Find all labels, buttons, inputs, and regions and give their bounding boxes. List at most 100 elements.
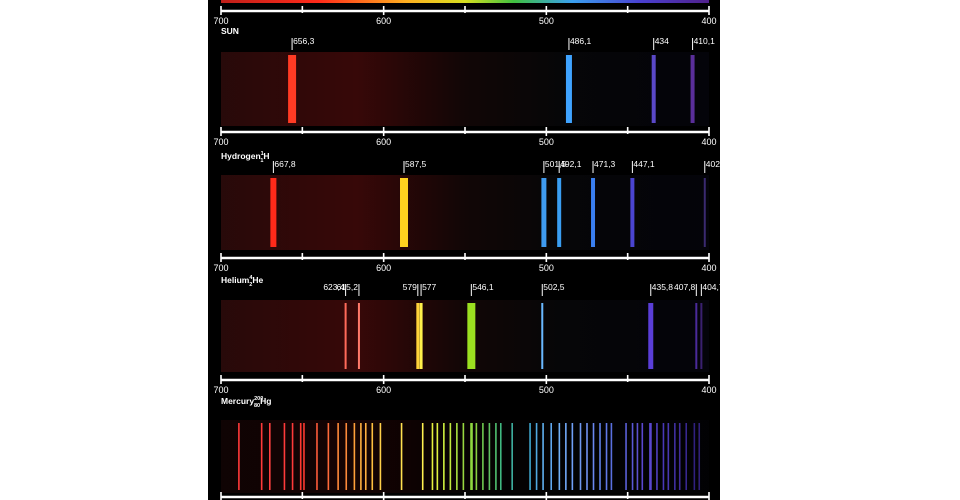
line-wavelength-label: 486,1 [570,36,592,46]
emission-line [599,423,601,490]
top-color-strip-layer [221,0,709,3]
emission-line [360,423,362,490]
emission-line [550,423,553,490]
emission-line [291,423,294,490]
spectrum-section-hydrogen: 700 600 500 400 Hydrogen1 1H 667,8 587,5 501,549… [213,127,720,250]
emission-line [337,423,339,490]
line-wavelength-label: 404,7 [702,282,720,292]
emission-line [636,423,639,490]
emission-line [662,423,665,490]
wavelength-scale [220,492,710,500]
emission-line [558,423,561,490]
spectrum-name-label: Helium4 2He [221,275,264,288]
emission-line [303,423,305,490]
emission-line [353,423,356,490]
emission-line [565,55,572,123]
scale-tick-label: 600 [376,137,391,147]
spectrum-section-mercury: 700 600 500 400 Mercury200 80Hg [213,375,717,493]
emission-line [270,178,277,247]
line-wavelength-label: 501,5 [545,159,567,169]
emission-line [357,303,360,369]
line-wavelength-label: 402,6 [706,159,720,169]
spectrum-band-background [221,175,709,250]
spectral-lines-figure: 700 600 500 400 SUN 656,3 486,1 434 410,1 700 600 5… [208,0,720,500]
emission-line [678,423,681,490]
wavelength-scale: 700 600 500 400 [213,253,717,273]
spectrum-name-label: Mercury200 80Hg [221,396,271,409]
emission-line [462,423,465,490]
emission-line [269,423,271,490]
line-wavelength-label: 502,5 [543,282,565,292]
scale-tick-label: 600 [376,16,391,26]
emission-line [371,423,374,490]
spectrum-name-label: SUN [221,26,239,36]
line-wavelength-label: 615,2 [337,282,359,292]
emission-line [698,423,701,490]
emission-line [379,423,382,490]
emission-line [283,423,286,490]
emission-line [541,303,544,369]
emission-line [690,55,695,123]
scale-tick-label: 700 [213,385,228,395]
emission-line [591,178,596,247]
line-wavelength-label: 407,8 [674,282,696,292]
emission-line [456,423,458,490]
spectra-canvas: 700 600 500 400 SUN 656,3 486,1 434 410,1 700 600 5… [213,0,720,500]
emission-line [630,178,635,247]
emission-line [431,423,434,490]
emission-line [419,303,423,369]
wavelength-scale: 700 600 500 400 [213,127,717,147]
scale-tick-label: 700 [213,263,228,273]
scale-tick-label: 400 [701,385,716,395]
emission-line [571,423,574,490]
emission-line [685,423,688,490]
emission-line [565,423,567,490]
emission-line [467,303,476,369]
emission-line [238,423,240,490]
emission-line [499,423,502,490]
scale-tick-label: 500 [539,137,554,147]
emission-line [641,423,644,490]
spectra-sections: 700 600 500 400 SUN 656,3 486,1 434 410,1 700 600 5… [213,6,720,500]
bottom-wavelength-scale [220,492,710,500]
line-wavelength-label: 434 [655,36,669,46]
emission-line [316,423,318,490]
line-wavelength-label: 435,8 [652,282,674,292]
emission-line [695,303,698,369]
line-wavelength-label: 410,1 [694,36,716,46]
scale-tick-label: 600 [376,385,391,395]
line-wavelength-label: 667,8 [274,159,296,169]
emission-line [288,55,297,123]
emission-line [436,423,439,490]
line-wavelength-label: 623,4 [323,282,345,292]
line-wavelength-label: 447,1 [633,159,655,169]
emission-line [542,423,544,490]
emission-line [327,423,330,490]
emission-line [345,423,348,490]
emission-line [579,423,582,490]
emission-line [449,423,452,490]
emission-line [693,423,696,490]
emission-line [557,178,562,247]
emission-line [651,55,656,123]
emission-line [475,423,478,490]
emission-line [482,423,484,490]
scale-tick-label: 400 [701,263,716,273]
wavelength-scale: 700 600 500 400 [213,375,717,395]
emission-line [299,423,302,490]
top-spectrum-strip [221,0,709,3]
emission-line [260,423,263,490]
emission-line [511,423,513,490]
scale-tick-label: 500 [539,16,554,26]
emission-line [400,423,403,490]
emission-line [344,303,347,369]
emission-line [667,423,670,490]
spectrum-band-background [221,300,709,372]
line-wavelength-label: 471,3 [594,159,616,169]
emission-line [443,423,445,490]
emission-line [625,423,627,490]
emission-line [535,423,538,490]
emission-line [529,423,531,490]
emission-line [674,423,676,490]
